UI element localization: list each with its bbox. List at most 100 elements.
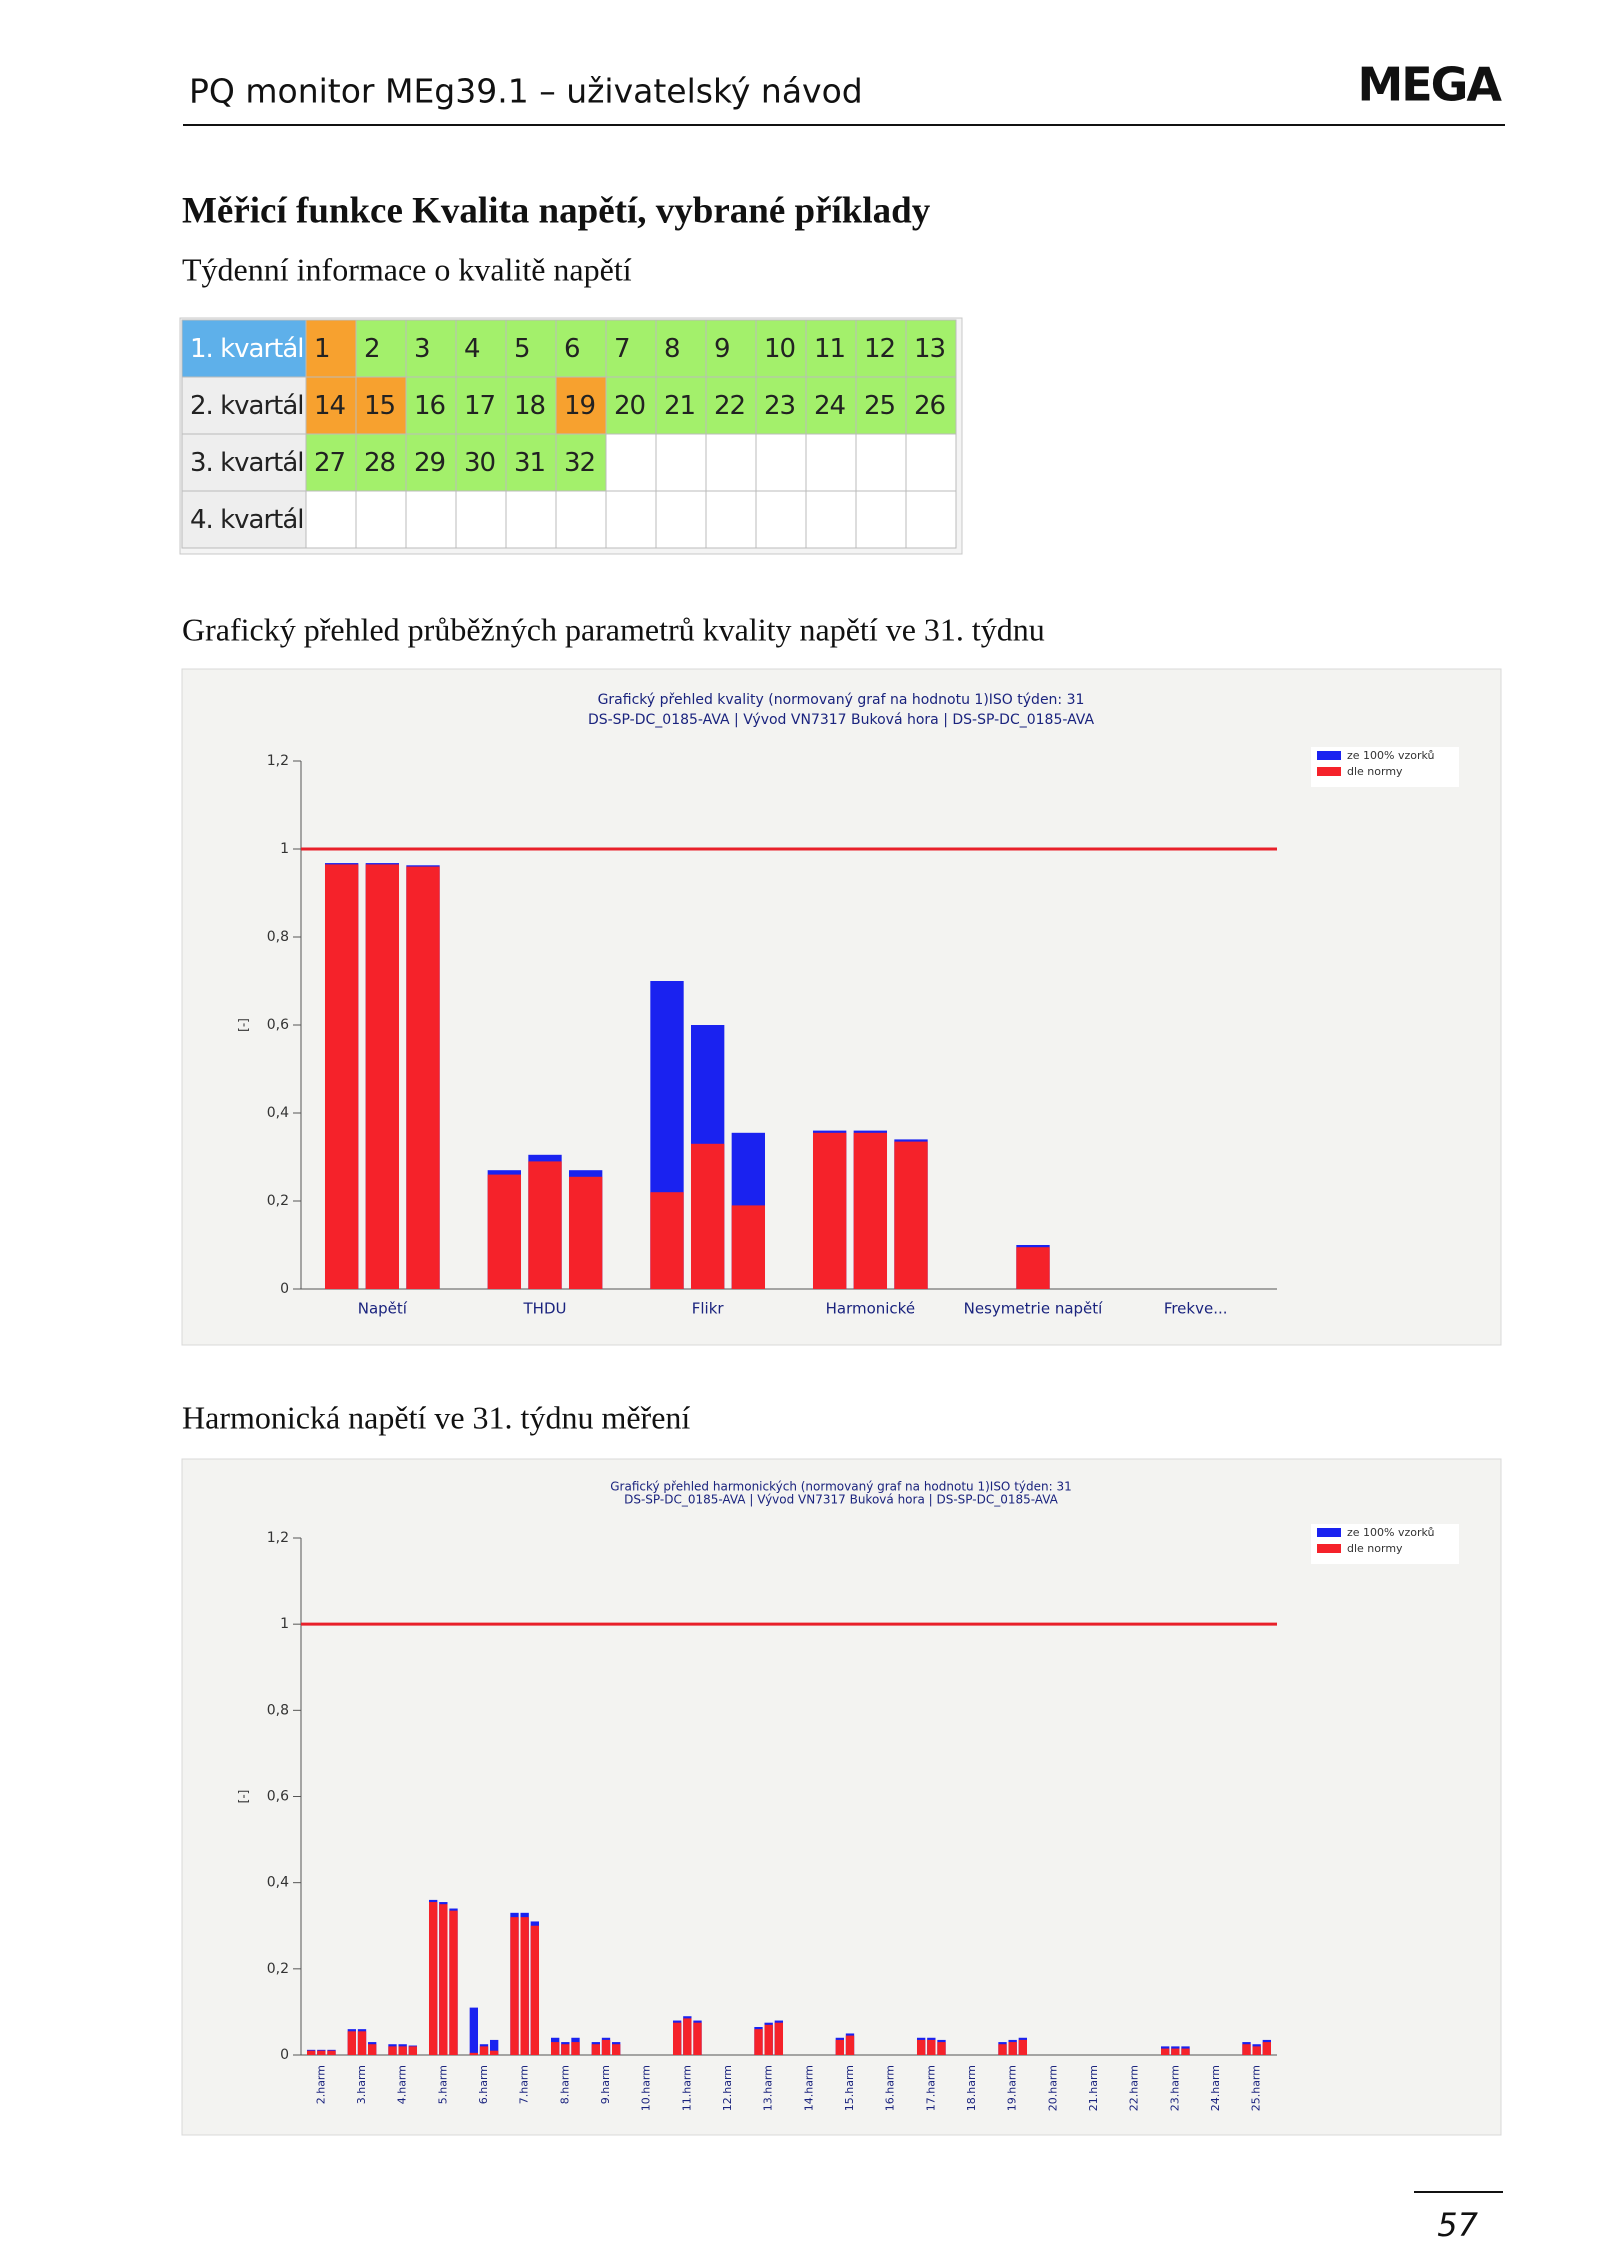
legend-swatch	[1317, 1528, 1341, 1537]
bar	[550, 2042, 560, 2055]
y-tick-label: 0,8	[267, 929, 289, 945]
bar	[306, 2050, 316, 2055]
y-tick-label: 0,4	[267, 1105, 289, 1121]
week-cell	[405, 433, 457, 492]
bar	[439, 1904, 448, 2055]
row-label-cell	[181, 319, 307, 378]
week-number: 9	[714, 334, 730, 364]
bar	[510, 1917, 519, 2055]
week-cell	[605, 490, 657, 549]
y-tick-label: 0,4	[267, 1875, 289, 1891]
row-label-cell	[181, 433, 307, 492]
chart-caption: Harmonická napětí ve 31. týdnu měření	[182, 1399, 690, 1435]
x-tick-label: 20.harm	[1046, 2065, 1059, 2111]
bar	[1242, 2044, 1251, 2055]
week-number: 21	[664, 391, 695, 421]
x-tick-label: Harmonické	[826, 1300, 915, 1318]
chart-subtitle: DS-SP-DC_0185-AVA | Vývod VN7317 Buková …	[588, 712, 1095, 728]
x-tick-label: 11.harm	[680, 2065, 693, 2111]
week-number: 23	[764, 391, 795, 421]
bar	[568, 1176, 603, 1289]
bar	[835, 2039, 845, 2055]
week-cell	[855, 376, 907, 435]
week-number: 6	[564, 334, 580, 364]
week-cell	[655, 433, 707, 492]
y-tick-label: 0,6	[267, 1017, 289, 1033]
week-cell	[355, 490, 407, 549]
week-number: 17	[464, 391, 495, 421]
bar	[469, 2052, 479, 2055]
x-tick-label: 16.harm	[884, 2065, 897, 2111]
x-tick-label: Flikr	[692, 1300, 725, 1318]
week-number: 8	[664, 334, 680, 364]
week-cell	[905, 376, 957, 435]
bar	[406, 866, 440, 1289]
bar	[388, 2046, 397, 2055]
legend-label: ze 100% vzorků	[1347, 1526, 1435, 1539]
bar	[357, 2031, 367, 2055]
bar	[1252, 2046, 1261, 2055]
week-cell	[805, 490, 857, 549]
legend-label: ze 100% vzorků	[1347, 749, 1435, 762]
bar	[469, 2007, 479, 2055]
y-tick-label: 0,2	[267, 1961, 289, 1977]
chart: Grafický přehled harmonických (normovaný…	[181, 1458, 1502, 2136]
row-label: 4. kvartál	[190, 505, 304, 535]
week-cell	[405, 490, 457, 549]
bar	[428, 1902, 438, 2055]
chart-background	[181, 1458, 1502, 2136]
logo: MEGA	[1357, 58, 1502, 112]
legend-swatch	[1317, 767, 1341, 776]
row-label-cell	[181, 490, 307, 549]
row-label: 3. kvartál	[190, 448, 304, 478]
y-tick-label: 0,6	[267, 1789, 289, 1805]
bar	[1181, 2048, 1190, 2055]
week-number: 7	[614, 334, 630, 364]
chart: Grafický přehled kvality (normovaný graf…	[181, 668, 1502, 1346]
week-cell	[855, 319, 907, 378]
week-cell	[455, 319, 507, 378]
week-cell	[655, 376, 707, 435]
week-number: 1	[314, 334, 330, 364]
bar	[1171, 2048, 1180, 2055]
bar	[347, 2031, 357, 2055]
row-label: 1. kvartál	[190, 334, 304, 364]
week-number: 15	[364, 391, 395, 421]
bar	[611, 2044, 621, 2055]
week-number: 14	[314, 391, 346, 421]
bar	[487, 1174, 522, 1289]
row-label: 2. kvartál	[190, 391, 304, 421]
x-tick-label: 22.harm	[1128, 2065, 1141, 2111]
bar	[1160, 2048, 1170, 2055]
x-tick-label: 13.harm	[762, 2065, 775, 2111]
week-number: 18	[514, 391, 545, 421]
bar	[894, 1141, 928, 1289]
week-number: 24	[814, 391, 846, 421]
bar	[774, 2022, 784, 2055]
week-number: 2	[364, 334, 380, 364]
y-axis-label: [-]	[237, 1018, 251, 1032]
bar	[731, 1205, 766, 1289]
week-number: 16	[414, 391, 445, 421]
week-number: 10	[764, 334, 795, 364]
x-tick-label: 24.harm	[1209, 2065, 1222, 2111]
week-cell	[655, 319, 707, 378]
y-axis-label: [-]	[237, 1790, 251, 1804]
week-cell	[555, 433, 607, 492]
week-cell	[755, 433, 807, 492]
x-tick-label: Napětí	[358, 1300, 408, 1318]
bar	[650, 1192, 684, 1289]
week-number: 25	[864, 391, 895, 421]
week-cell	[605, 319, 657, 378]
week-cell	[805, 433, 857, 492]
week-number: 5	[514, 334, 530, 364]
y-tick-label: 0,8	[267, 1702, 289, 1718]
heading: Měřicí funkce Kvalita napětí, vybrané př…	[182, 190, 931, 231]
x-tick-label: Nesymetrie napětí	[964, 1300, 1104, 1318]
week-cell	[805, 319, 857, 378]
bar	[845, 2035, 855, 2055]
x-tick-label: 21.harm	[1087, 2065, 1100, 2111]
week-number: 4	[464, 334, 480, 364]
week-cell	[855, 490, 907, 549]
bar	[317, 2050, 326, 2055]
